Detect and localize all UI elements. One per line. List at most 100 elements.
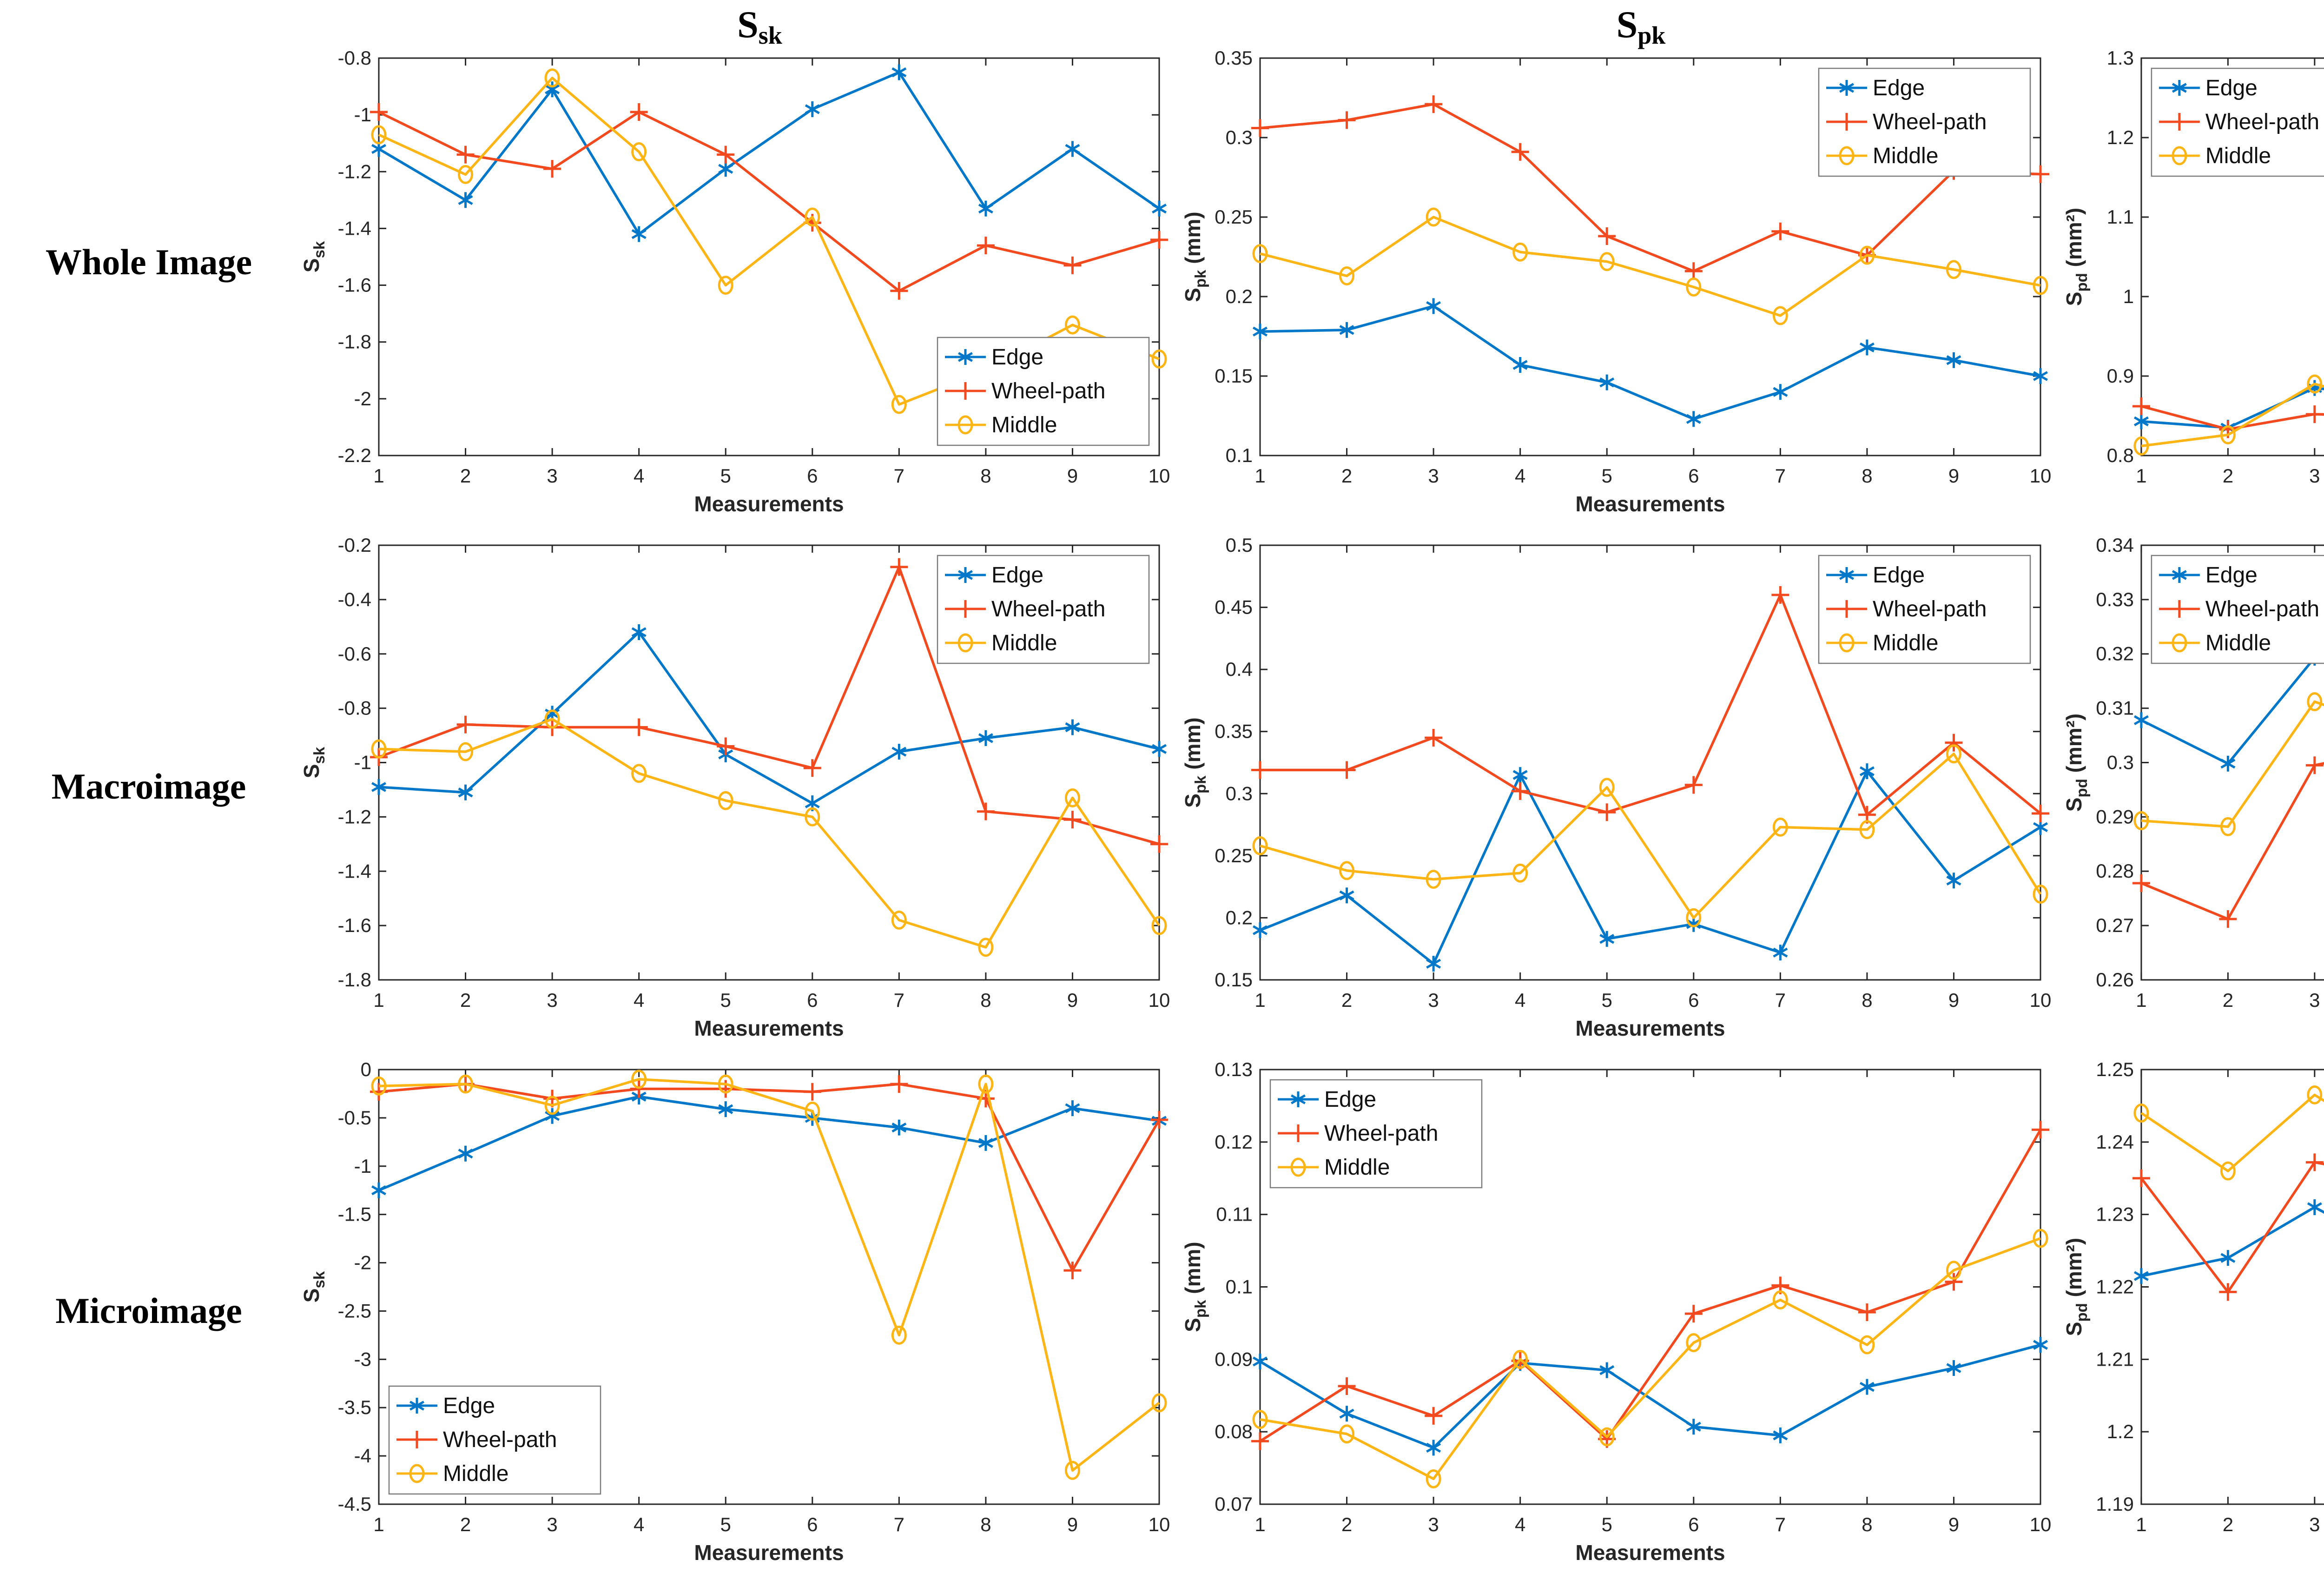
marker-asterisk-edge (2220, 1253, 2236, 1263)
series-line-middle (1260, 1237, 2041, 1480)
legend-marker-circle (1290, 1157, 1306, 1177)
legend: Edge Wheel-path Middle (1818, 555, 2031, 664)
marker-asterisk-edge (1773, 387, 1788, 397)
x-tick-label: 2 (1341, 1514, 1352, 1535)
y-tick-label: 0.26 (2096, 969, 2134, 991)
y-tick-label: 0.3 (2107, 751, 2134, 773)
y-tick-label: -1.8 (338, 331, 371, 353)
marker-asterisk-edge (1773, 1430, 1788, 1441)
marker-circle-middle (1064, 788, 1080, 807)
y-tick-label: 1 (2123, 285, 2134, 307)
y-tick-label: -1.4 (338, 860, 371, 882)
marker-asterisk-edge (1946, 1363, 1961, 1373)
y-tick-label: -0.5 (338, 1107, 371, 1129)
marker-asterisk-edge (805, 104, 820, 114)
series-line-wheel-path (2141, 405, 2324, 431)
series-line-edge (2141, 1206, 2324, 1277)
x-tick-label: 7 (894, 1514, 905, 1535)
chart-svg-macroimage-ssk: 1 2 3 4 5 6 7 8 9 10 -1.8 -1.6 -1.4 -1.2 -1 -0.8 -0.6 -0.… (299, 534, 1170, 1040)
marker-circle-middle (1252, 1410, 1268, 1429)
marker-asterisk-edge (805, 798, 820, 808)
series-line-wheel-path (378, 111, 1160, 292)
x-tick-label: 3 (1428, 1514, 1439, 1535)
marker-asterisk-edge (718, 1104, 733, 1114)
marker-asterisk-edge (545, 708, 560, 719)
plot-area (378, 57, 1160, 456)
marker-circle-middle (1151, 916, 1167, 935)
marker-asterisk-edge (1065, 1103, 1080, 1113)
x-tick-label: 5 (1602, 989, 1612, 1011)
legend-label-middle: Middle (443, 1461, 508, 1486)
x-tick-label: 7 (1775, 465, 1786, 487)
marker-asterisk-edge (1946, 875, 1961, 886)
x-tick-label: 4 (634, 1514, 644, 1535)
marker-asterisk-edge (1686, 414, 1701, 424)
marker-asterisk-edge (545, 1111, 560, 1121)
chart-whole-image-spd: Spd123456789100.80.911.11.21.3Measuremen… (2060, 0, 2324, 524)
marker-asterisk-edge (1152, 744, 1167, 754)
y-tick-label: 0.35 (1215, 47, 1253, 69)
legend-label-edge: Edge (2205, 76, 2258, 100)
chart-macroimage-ssk: 1 2 3 4 5 6 7 8 9 10 -1.8 -1.6 -1.4 -1.2 -1 -0.8 -0.6 -0.… (297, 524, 1179, 1049)
x-tick-label: 8 (1862, 465, 1872, 487)
x-axis-label: Measurements (1575, 492, 1725, 516)
marker-circle-middle (1426, 1469, 1441, 1488)
marker-asterisk-edge (978, 204, 993, 214)
y-tick-label: -0.2 (338, 534, 371, 556)
y-tick-label: 0.2 (1226, 906, 1253, 928)
x-tick-label: 3 (2309, 1514, 2320, 1535)
series-line-wheel-path (378, 566, 1160, 846)
x-tick-label: 6 (1688, 989, 1699, 1011)
y-tick-label: -3.5 (338, 1396, 371, 1418)
marker-circle-middle (978, 1074, 994, 1094)
y-tick-label: 1.3 (2107, 47, 2134, 69)
x-tick-label: 1 (373, 989, 384, 1011)
marker-circle-middle (2307, 692, 2323, 712)
chart-microimage-spk: 1 2 3 4 5 6 7 8 9 10 0.07 0.08 0.09 0.1 0.11 0.12 0.13 Me… (1179, 1049, 2060, 1573)
legend-marker-asterisk (409, 1401, 424, 1411)
legend-marker-circle (409, 1464, 425, 1483)
series-line-middle (2140, 1093, 2324, 1172)
marker-asterisk-edge (1339, 890, 1354, 901)
y-tick-label: 0.34 (2096, 534, 2134, 556)
marker-circle-middle (458, 742, 474, 761)
marker-asterisk-edge (718, 164, 733, 174)
x-tick-label: 7 (1775, 989, 1786, 1011)
marker-asterisk-edge (1512, 770, 1528, 780)
legend-label-wheel-path: Wheel-path (1873, 110, 1987, 134)
series-line-middle (1260, 216, 2041, 317)
x-tick-label: 9 (1948, 465, 1959, 487)
row-label-text: Macroimage (51, 766, 246, 806)
series-line-wheel-path (1259, 1129, 2042, 1442)
x-tick-label: 3 (1428, 465, 1439, 487)
marker-asterisk-edge (1599, 1365, 1615, 1375)
series-line-middle (1260, 753, 2042, 919)
chart-svg-whole-image-spk: Spk 1 2 3 4 5 6 7 8 9 10 0.1 0.15 0.2 0.25 0.3 0.35 Measu… (1181, 3, 2051, 516)
y-tick-label: -1.2 (338, 806, 371, 827)
x-tick-label: 9 (1948, 1514, 1959, 1535)
marker-asterisk-edge (978, 1138, 993, 1148)
x-tick-label: 1 (2136, 465, 2146, 487)
marker-asterisk-edge (1599, 377, 1615, 388)
y-tick-label: 0.9 (2107, 365, 2134, 387)
legend: Edge Wheel-path Middle (2151, 555, 2324, 664)
marker-circle-middle (718, 276, 733, 295)
marker-asterisk-edge (458, 1149, 473, 1159)
legend: Edge Wheel-path Middle (388, 1385, 601, 1495)
marker-asterisk-edge (1426, 1442, 1441, 1453)
marker-circle-middle (371, 125, 387, 145)
y-tick-label: 0.08 (1215, 1421, 1253, 1442)
legend: Edge Wheel-path Middle (1269, 1079, 1483, 1189)
y-tick-label: -1.6 (338, 274, 371, 296)
x-tick-label: 2 (2223, 989, 2233, 1011)
row-label-text: Microimage (55, 1290, 242, 1331)
y-axis-label: Ssk (299, 1271, 328, 1302)
marker-circle-middle (2033, 885, 2048, 904)
x-tick-label: 10 (2030, 1514, 2052, 1535)
marker-circle-middle (458, 165, 474, 184)
y-tick-label: -1.8 (338, 969, 371, 991)
y-tick-label: 0.29 (2096, 806, 2134, 827)
chart-whole-image-ssk: Ssk 1 2 3 4 5 6 7 8 9 10 -2.2 -2 -1.8 -1.6 -1.4 -1.2 -1 -0… (297, 0, 1179, 524)
x-tick-label: 3 (2309, 465, 2320, 487)
